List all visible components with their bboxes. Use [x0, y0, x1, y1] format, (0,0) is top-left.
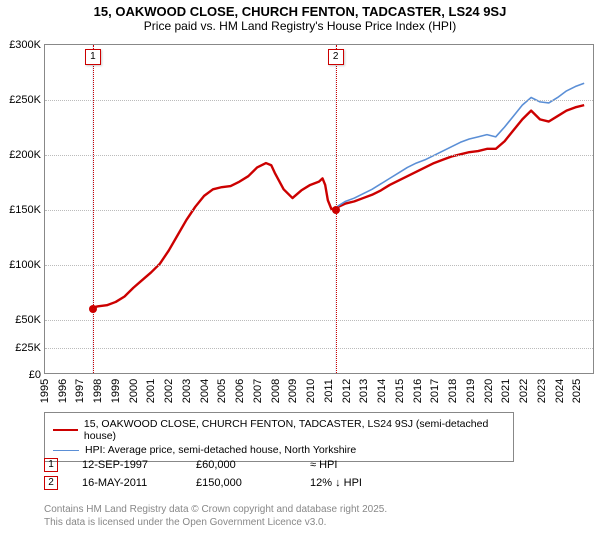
xtick-label: 2001	[145, 379, 157, 403]
legend-label: 15, OAKWOOD CLOSE, CHURCH FENTON, TADCAS…	[84, 418, 505, 442]
gridline-h	[45, 320, 593, 321]
legend-swatch	[53, 450, 79, 451]
xtick-label: 2015	[394, 379, 406, 403]
events-table: 1 12-SEP-1997 £60,000 ≈ HPI 2 16-MAY-2011 £150…	[44, 456, 400, 492]
ytick-label: £25K	[15, 342, 45, 354]
xtick-label: 2002	[163, 379, 175, 403]
license-line-2: This data is licensed under the Open Gov…	[44, 517, 387, 530]
legend-label: HPI: Average price, semi-detached house,…	[85, 444, 356, 456]
gridline-h	[45, 348, 593, 349]
ytick-label: £150K	[9, 204, 45, 216]
gridline-h	[45, 210, 593, 211]
event-num: 1	[44, 458, 58, 472]
plot-svg	[45, 45, 593, 373]
xtick-label: 2007	[252, 379, 264, 403]
legend: 15, OAKWOOD CLOSE, CHURCH FENTON, TADCAS…	[44, 412, 514, 462]
xtick-label: 2018	[447, 379, 459, 403]
xtick-label: 2009	[287, 379, 299, 403]
xtick-label: 2010	[305, 379, 317, 403]
ytick-label: £50K	[15, 314, 45, 326]
xtick-label: 2008	[270, 379, 282, 403]
event-num: 2	[44, 476, 58, 490]
ytick-label: £100K	[9, 259, 45, 271]
chart-title: 15, OAKWOOD CLOSE, CHURCH FENTON, TADCAS…	[0, 0, 600, 19]
events-row: 2 16-MAY-2011 £150,000 12% ↓ HPI	[44, 474, 400, 492]
event-delta: 12% ↓ HPI	[310, 477, 400, 489]
xtick-label: 2021	[500, 379, 512, 403]
xtick-label: 2011	[323, 379, 335, 403]
chart-subtitle: Price paid vs. HM Land Registry's House …	[0, 19, 600, 37]
xtick-label: 2004	[199, 379, 211, 403]
xtick-label: 2024	[554, 379, 566, 403]
xtick-label: 2017	[429, 379, 441, 403]
chart-plot-area: £0£25K£50K£100K£150K£200K£250K£300K19951…	[44, 44, 594, 374]
event-delta: ≈ HPI	[310, 459, 400, 471]
legend-row: HPI: Average price, semi-detached house,…	[53, 443, 505, 457]
xtick-label: 2014	[376, 379, 388, 403]
xtick-label: 1996	[57, 379, 69, 403]
events-row: 1 12-SEP-1997 £60,000 ≈ HPI	[44, 456, 400, 474]
event-date: 12-SEP-1997	[82, 459, 172, 471]
series-marker	[89, 305, 97, 313]
xtick-label: 1995	[39, 379, 51, 403]
series-marker	[332, 206, 340, 214]
xtick-label: 2013	[358, 379, 370, 403]
legend-row: 15, OAKWOOD CLOSE, CHURCH FENTON, TADCAS…	[53, 417, 505, 443]
event-vline	[93, 45, 94, 373]
event-marker: 1	[85, 49, 101, 65]
xtick-label: 2016	[412, 379, 424, 403]
ytick-label: £300K	[9, 39, 45, 51]
xtick-label: 2022	[518, 379, 530, 403]
xtick-label: 2023	[536, 379, 548, 403]
series-hpi	[335, 83, 585, 209]
xtick-label: 2025	[571, 379, 583, 403]
gridline-h	[45, 265, 593, 266]
event-price: £60,000	[196, 459, 286, 471]
xtick-label: 2005	[216, 379, 228, 403]
xtick-label: 2006	[234, 379, 246, 403]
xtick-label: 1999	[110, 379, 122, 403]
xtick-label: 1998	[92, 379, 104, 403]
license-line-1: Contains HM Land Registry data © Crown c…	[44, 504, 387, 517]
xtick-label: 2003	[181, 379, 193, 403]
ytick-label: £200K	[9, 149, 45, 161]
gridline-h	[45, 155, 593, 156]
xtick-label: 2019	[465, 379, 477, 403]
gridline-h	[45, 100, 593, 101]
event-date: 16-MAY-2011	[82, 477, 172, 489]
legend-swatch	[53, 429, 78, 431]
xtick-label: 1997	[74, 379, 86, 403]
event-marker: 2	[328, 49, 344, 65]
xtick-label: 2012	[341, 379, 353, 403]
event-price: £150,000	[196, 477, 286, 489]
ytick-label: £250K	[9, 94, 45, 106]
license-text: Contains HM Land Registry data © Crown c…	[44, 504, 387, 529]
xtick-label: 2000	[128, 379, 140, 403]
xtick-label: 2020	[483, 379, 495, 403]
